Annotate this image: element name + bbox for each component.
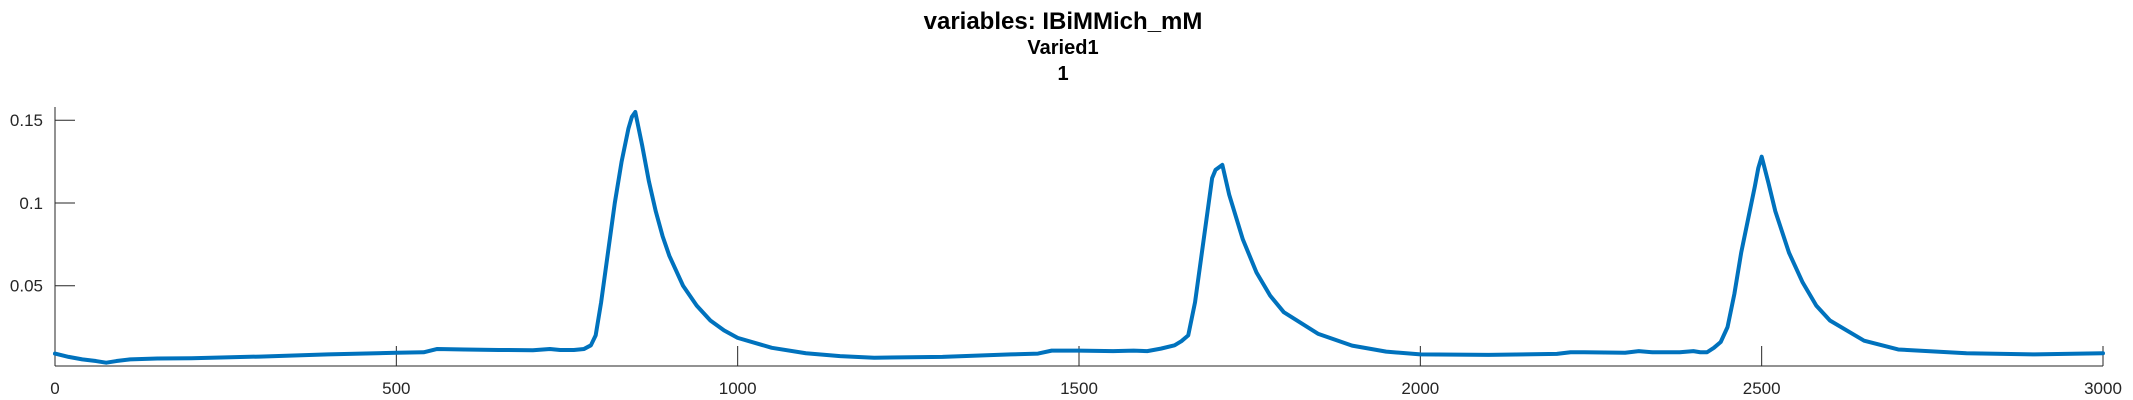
x-tick-label: 2000 <box>1401 379 1439 398</box>
x-tick-label: 3000 <box>2084 379 2122 398</box>
series-line-1 <box>53 109 2105 365</box>
y-tick-label: 0.05 <box>10 277 43 296</box>
x-tick-label: 0 <box>50 379 59 398</box>
title-line-1: variables: IBiMMich_mM <box>924 8 1203 35</box>
x-tick-label: 2500 <box>1743 379 1781 398</box>
y-ticks: 0.05 0.1 0.15 <box>10 111 75 296</box>
x-tick-label: 500 <box>382 379 410 398</box>
series <box>53 109 2105 365</box>
y-tick-label: 0.1 <box>19 194 43 213</box>
title-line-2: Varied1 <box>1027 37 1098 59</box>
x-tick-label: 1000 <box>719 379 757 398</box>
chart-title: variables: IBiMMich_mM Varied1 1 <box>924 8 1203 85</box>
y-tick-label: 0.15 <box>10 111 43 130</box>
x-ticks: 0 500 1000 1500 2000 2500 3000 <box>50 346 2122 398</box>
x-tick-label: 1500 <box>1060 379 1098 398</box>
title-line-3: 1 <box>1057 63 1068 85</box>
